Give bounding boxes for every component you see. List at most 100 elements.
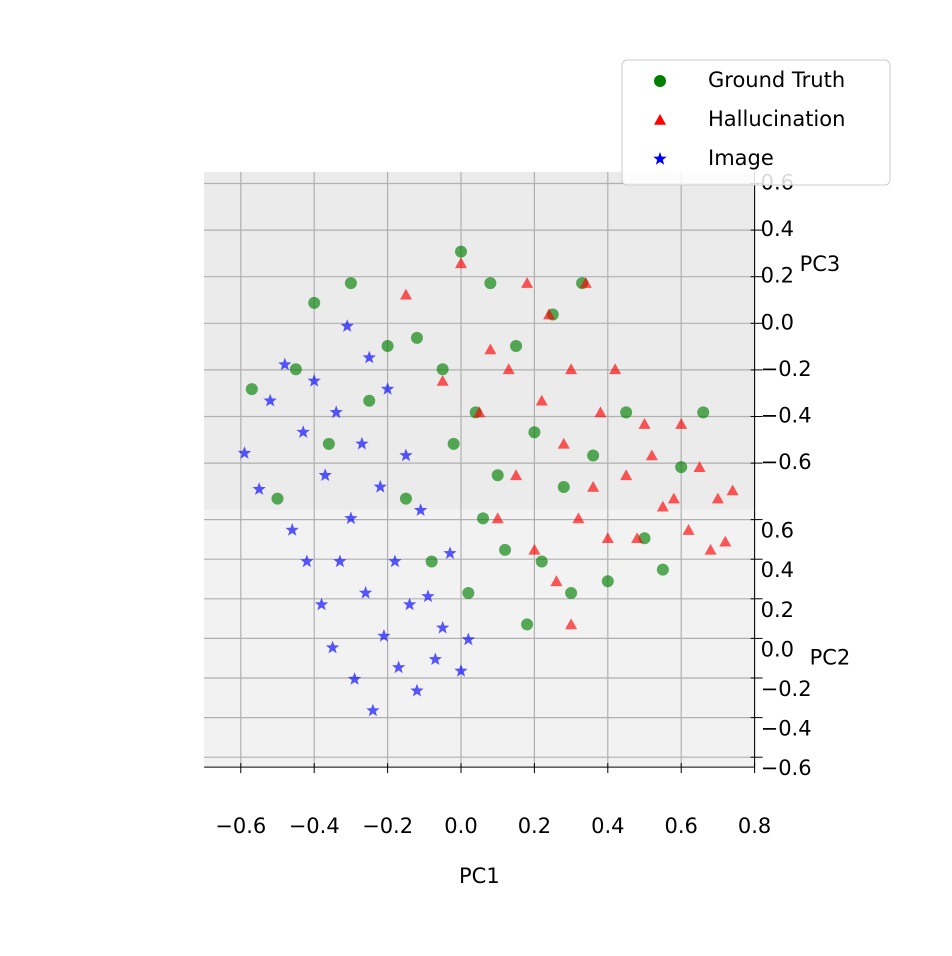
point	[484, 277, 497, 290]
point	[428, 652, 442, 665]
point	[609, 363, 622, 375]
point	[462, 586, 475, 599]
point	[631, 532, 644, 543]
y-tick-label: 0.0	[761, 637, 794, 661]
point	[425, 555, 438, 568]
point	[443, 546, 457, 559]
z-tick-label: 0.4	[761, 217, 794, 241]
point	[521, 277, 534, 288]
point	[675, 418, 688, 429]
point	[333, 554, 347, 568]
x-tick-label: 0.0	[444, 814, 477, 838]
point	[399, 492, 412, 505]
y-tick-label: −0.2	[761, 677, 812, 701]
grid	[204, 171, 756, 768]
point	[399, 288, 412, 300]
point	[587, 449, 600, 462]
point	[484, 343, 497, 355]
point	[314, 597, 329, 611]
point	[237, 446, 252, 459]
point	[697, 406, 710, 419]
point	[667, 492, 680, 504]
point	[271, 492, 284, 505]
point	[377, 629, 391, 642]
point	[499, 543, 512, 556]
point	[620, 406, 633, 419]
point	[594, 406, 607, 418]
point	[296, 425, 310, 438]
point	[380, 382, 395, 395]
point	[502, 363, 515, 375]
points	[237, 245, 739, 717]
legend-marker	[654, 75, 666, 87]
point	[491, 512, 504, 524]
point	[528, 426, 541, 439]
point	[436, 620, 450, 634]
x-tick-label: 0.4	[591, 814, 624, 838]
point	[477, 512, 490, 525]
point	[436, 374, 449, 386]
point	[410, 683, 424, 697]
back-pane	[204, 171, 755, 510]
point	[473, 406, 486, 418]
y-tick-label: −0.6	[761, 756, 812, 780]
y-tick-label: 0.6	[761, 519, 794, 543]
z-tick-label: 0.2	[761, 264, 794, 288]
x-tick-label: 0.6	[664, 814, 697, 838]
point	[392, 660, 406, 674]
point	[565, 618, 578, 630]
point	[535, 394, 548, 406]
point	[421, 589, 435, 603]
point	[550, 575, 563, 587]
point	[528, 543, 541, 555]
x-tick-label: −0.4	[289, 814, 340, 838]
point	[693, 461, 706, 472]
y-axis-label: PC2	[810, 645, 851, 669]
point	[403, 597, 417, 611]
x-axis-label: PC1	[459, 864, 500, 888]
point	[366, 703, 380, 717]
point	[557, 480, 570, 493]
point	[704, 543, 717, 555]
point	[362, 350, 376, 364]
point	[557, 437, 570, 449]
point	[565, 363, 578, 375]
point	[358, 585, 373, 599]
point	[322, 437, 335, 450]
x-tick-label: 0.2	[518, 814, 551, 838]
point	[399, 448, 413, 462]
point	[329, 405, 343, 419]
point	[454, 664, 468, 677]
point	[436, 363, 449, 376]
x-tick-label: −0.2	[362, 814, 413, 838]
point	[638, 418, 651, 429]
point	[347, 672, 362, 685]
point	[711, 492, 724, 504]
x-tick-label: 0.8	[738, 814, 771, 838]
legend-marker	[654, 114, 666, 125]
point	[245, 383, 258, 396]
point	[289, 363, 302, 376]
legend-marker	[653, 152, 667, 165]
point	[587, 480, 600, 492]
point	[645, 449, 658, 461]
point	[656, 500, 669, 512]
point	[325, 640, 340, 654]
z-tick-label: −0.6	[761, 450, 812, 474]
point	[307, 374, 321, 387]
point	[601, 532, 614, 543]
point	[410, 331, 423, 344]
legend-label: Image	[708, 146, 774, 170]
z-tick-label: −0.4	[761, 404, 812, 428]
point	[285, 523, 299, 536]
legend-box	[621, 59, 891, 186]
y-tick-label: 0.2	[761, 598, 794, 622]
point	[543, 308, 556, 320]
point	[300, 554, 314, 568]
legend: Ground Truth Hallucination Image	[621, 59, 891, 186]
z-tick-label: −0.2	[761, 357, 812, 381]
point	[344, 511, 358, 525]
point	[719, 535, 732, 547]
point	[363, 394, 376, 407]
point	[318, 468, 332, 481]
